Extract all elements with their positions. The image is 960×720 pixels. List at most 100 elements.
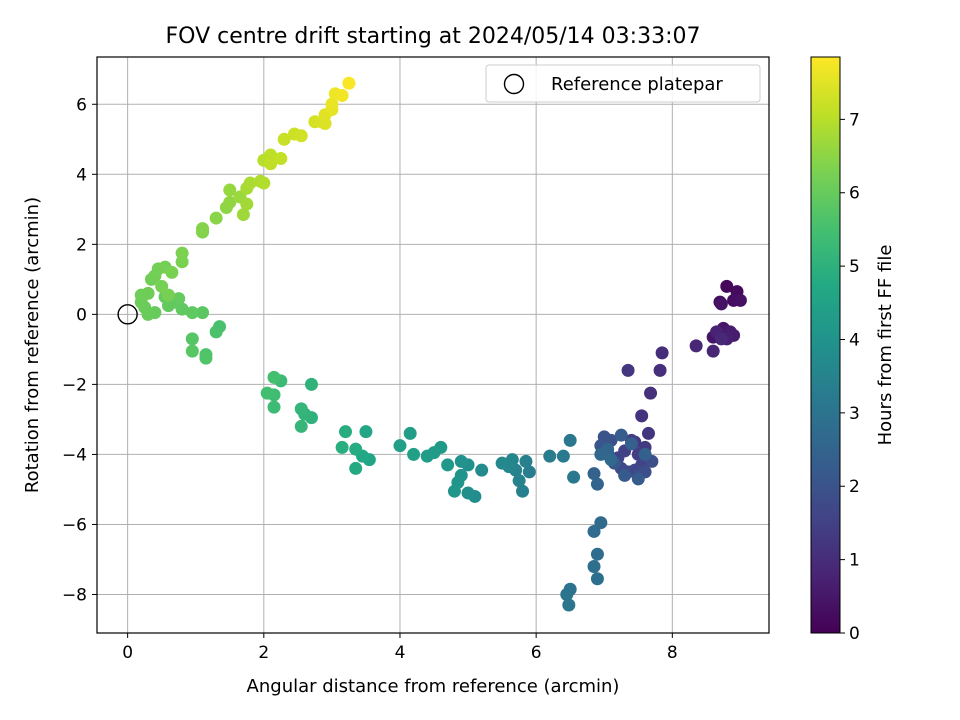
data-point xyxy=(644,386,658,400)
colorbar-ticks: 0 1 2 3 4 5 6 7 xyxy=(840,110,860,644)
colorbar-tick-label: 6 xyxy=(849,184,860,204)
data-point xyxy=(594,516,608,530)
y-tick-label: 2 xyxy=(76,235,87,255)
data-point xyxy=(209,325,223,339)
data-point xyxy=(257,176,271,190)
y-tick-label: −8 xyxy=(62,585,87,605)
colorbar-gradient xyxy=(810,56,841,634)
x-tick-label: 8 xyxy=(667,643,678,663)
data-point xyxy=(618,468,632,482)
data-point xyxy=(590,547,604,561)
x-axis-ticks: 0 2 4 6 8 xyxy=(122,633,678,663)
data-point xyxy=(161,288,175,302)
data-point xyxy=(454,454,468,468)
data-point xyxy=(587,559,601,573)
data-point xyxy=(260,386,274,400)
data-point xyxy=(516,484,530,498)
y-tick-label: −4 xyxy=(62,445,87,465)
data-point xyxy=(185,306,199,320)
data-point xyxy=(655,346,669,360)
data-point xyxy=(587,524,601,538)
data-point xyxy=(223,183,237,197)
colorbar-tick-label: 4 xyxy=(849,330,860,350)
data-point xyxy=(653,363,667,377)
data-point xyxy=(339,425,353,439)
y-tick-label: 0 xyxy=(76,305,87,325)
data-point xyxy=(335,440,349,454)
data-point xyxy=(519,454,533,468)
legend-entry-reference-platepar: Reference platepar xyxy=(551,74,723,95)
data-point xyxy=(407,447,421,461)
data-point xyxy=(594,447,608,461)
grid-lines xyxy=(97,57,769,633)
data-point xyxy=(335,89,349,103)
colorbar: 0 1 2 3 4 5 6 7 Hours from first FF file xyxy=(810,56,896,644)
data-points xyxy=(134,76,747,612)
reference-marker-group xyxy=(117,304,138,325)
data-point xyxy=(714,332,728,346)
x-tick-label: 4 xyxy=(395,643,406,663)
data-point xyxy=(304,377,318,391)
data-point xyxy=(172,292,186,306)
data-point xyxy=(563,433,577,447)
data-point xyxy=(294,129,308,143)
colorbar-tick-label: 0 xyxy=(849,624,860,644)
y-tick-label: −2 xyxy=(62,375,87,395)
colorbar-tick-label: 5 xyxy=(849,257,860,277)
y-axis-label: Rotation from reference (arcmin) xyxy=(22,197,43,493)
data-point xyxy=(635,409,649,423)
data-point xyxy=(196,306,210,320)
data-point xyxy=(359,425,373,439)
data-point xyxy=(223,195,237,209)
legend-box xyxy=(485,64,761,103)
data-point xyxy=(560,587,574,601)
data-point xyxy=(621,363,635,377)
legend: Reference platepar xyxy=(485,64,761,103)
data-point xyxy=(349,461,363,475)
data-point xyxy=(689,339,703,353)
data-point xyxy=(604,453,618,467)
data-point xyxy=(590,572,604,586)
data-point xyxy=(277,132,291,146)
data-point xyxy=(447,484,461,498)
data-point xyxy=(185,332,199,346)
data-point xyxy=(512,474,526,488)
data-point xyxy=(590,477,604,491)
chart-title: FOV centre drift starting at 2024/05/14 … xyxy=(166,24,701,49)
data-point xyxy=(294,419,308,433)
data-point xyxy=(267,400,281,414)
x-axis-label: Angular distance from reference (arcmin) xyxy=(247,676,620,697)
data-point xyxy=(461,486,475,500)
data-point xyxy=(342,76,356,90)
data-point xyxy=(638,447,652,461)
colorbar-tick-label: 2 xyxy=(849,477,860,497)
data-point xyxy=(236,208,250,222)
data-point xyxy=(349,442,363,456)
data-point xyxy=(325,97,339,111)
data-point xyxy=(420,449,434,463)
data-point xyxy=(141,286,155,300)
y-tick-label: 6 xyxy=(76,95,87,115)
data-point xyxy=(733,293,747,307)
data-point xyxy=(209,211,223,225)
data-point xyxy=(543,449,557,463)
colorbar-tick-label: 3 xyxy=(849,404,860,424)
y-tick-label: 4 xyxy=(76,165,87,185)
x-tick-label: 0 xyxy=(122,643,133,663)
data-point xyxy=(240,197,254,211)
data-point xyxy=(567,470,581,484)
data-point xyxy=(165,265,179,279)
data-point xyxy=(475,463,489,477)
x-tick-label: 2 xyxy=(258,643,269,663)
data-point xyxy=(294,402,308,416)
data-point xyxy=(522,465,536,479)
plot-frame xyxy=(96,56,770,634)
colorbar-label: Hours from first FF file xyxy=(875,245,896,446)
data-point xyxy=(614,428,628,442)
reference-marker xyxy=(117,304,138,325)
data-point xyxy=(175,246,189,260)
colorbar-tick-label: 1 xyxy=(849,551,860,571)
data-point xyxy=(714,297,728,311)
